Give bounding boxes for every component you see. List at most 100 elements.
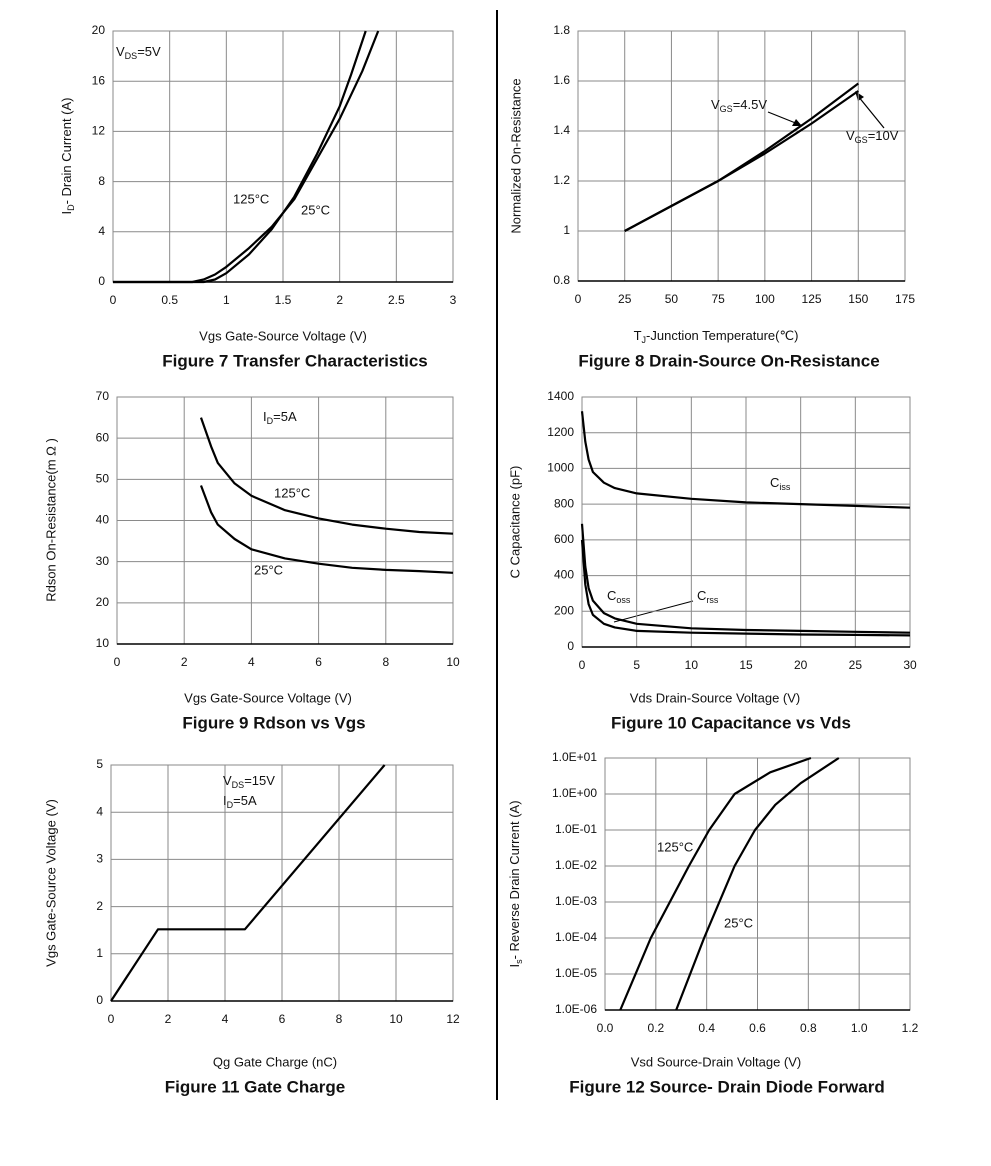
x-tick-label: 0.5 bbox=[161, 293, 178, 307]
y-tick-label: 20 bbox=[92, 23, 106, 37]
chart-title: Figure 7 Transfer Characteristics bbox=[162, 351, 428, 370]
x-axis-label-part: J bbox=[642, 335, 647, 345]
annotation-part: V bbox=[116, 44, 125, 59]
annotation-part: DS bbox=[125, 51, 138, 61]
annotation: VDS=15V bbox=[223, 773, 275, 790]
x-tick-label: 2.5 bbox=[388, 293, 405, 307]
series-label: 125°C bbox=[274, 485, 310, 500]
series-label: 25°C bbox=[724, 915, 753, 930]
y-tick-label: 1.0E-05 bbox=[555, 966, 597, 980]
x-tick-label: 20 bbox=[794, 658, 808, 672]
x-tick-label: 8 bbox=[382, 655, 389, 669]
curve bbox=[624, 90, 859, 232]
series-label: 125°C bbox=[657, 839, 693, 854]
curve bbox=[619, 756, 812, 1011]
x-tick-label: 0 bbox=[114, 655, 121, 669]
x-axis-label: Vds Drain-Source Voltage (V) bbox=[630, 690, 801, 705]
x-axis-label: Vgs Gate-Source Voltage (V) bbox=[184, 690, 352, 705]
series-label-part: GS bbox=[855, 135, 868, 145]
y-tick-label: 1200 bbox=[547, 425, 574, 439]
x-tick-label: 30 bbox=[903, 658, 917, 672]
x-tick-label: 2 bbox=[336, 293, 343, 307]
series-label: VGS=10V bbox=[846, 128, 899, 145]
y-axis-label-part: I bbox=[507, 964, 522, 968]
annotation-part: =5A bbox=[273, 409, 297, 424]
series-label-part: C bbox=[697, 588, 706, 603]
series-label-part: V bbox=[846, 128, 855, 143]
annotation: VDS=5V bbox=[116, 44, 161, 61]
x-axis-label-part: -Junction Temperature(℃) bbox=[646, 328, 798, 343]
pointer bbox=[857, 95, 885, 129]
y-axis-label-part: I bbox=[59, 211, 74, 215]
annotation-part: =5A bbox=[233, 793, 257, 808]
x-tick-label: 1.2 bbox=[902, 1021, 919, 1035]
x-tick-label: 1.0 bbox=[851, 1021, 868, 1035]
series-label-part: iss bbox=[779, 482, 790, 492]
y-axis-label: Rdson On-Resistance(m Ω ) bbox=[43, 438, 58, 602]
y-axis-label: C Capacitance (pF) bbox=[507, 466, 522, 579]
x-axis-label: Qg Gate Charge (nC) bbox=[213, 1054, 337, 1069]
y-tick-label: 1400 bbox=[547, 389, 574, 403]
x-tick-label: 50 bbox=[665, 292, 679, 306]
x-tick-label: 2 bbox=[165, 1012, 172, 1026]
y-tick-label: 1.0E+00 bbox=[552, 786, 597, 800]
y-tick-label: 1000 bbox=[547, 461, 574, 475]
curve bbox=[675, 757, 840, 1011]
x-tick-label: 0.0 bbox=[597, 1021, 614, 1035]
curve bbox=[110, 764, 386, 1002]
x-tick-label: 25 bbox=[618, 292, 632, 306]
series-label: 125°C bbox=[233, 191, 269, 206]
series-label-part: oss bbox=[616, 595, 631, 605]
y-tick-label: 1.0E-06 bbox=[555, 1002, 597, 1016]
y-tick-label: 40 bbox=[96, 513, 110, 527]
y-tick-label: 12 bbox=[92, 124, 106, 138]
x-tick-label: 0.4 bbox=[698, 1021, 715, 1035]
y-tick-label: 4 bbox=[98, 224, 105, 238]
x-axis-label-part: T bbox=[634, 328, 642, 343]
y-tick-label: 1.0E-04 bbox=[555, 930, 597, 944]
x-tick-label: 10 bbox=[389, 1012, 403, 1026]
y-tick-label: 4 bbox=[96, 804, 103, 818]
series-label-part: C bbox=[770, 475, 779, 490]
annotation-part: =5V bbox=[137, 44, 161, 59]
curve bbox=[199, 485, 454, 574]
x-tick-label: 3 bbox=[450, 293, 457, 307]
y-tick-label: 600 bbox=[554, 532, 574, 546]
y-tick-label: 0 bbox=[96, 993, 103, 1007]
y-tick-label: 2 bbox=[96, 899, 103, 913]
chart-title: Figure 8 Drain-Source On-Resistance bbox=[578, 351, 879, 370]
y-tick-label: 0 bbox=[567, 639, 574, 653]
annotation: ID=5A bbox=[223, 793, 257, 810]
y-tick-label: 200 bbox=[554, 603, 574, 617]
y-axis-label: Normalized On-Resistance bbox=[508, 78, 523, 233]
annotation-part: DS bbox=[232, 780, 245, 790]
annotation-part: I bbox=[263, 409, 267, 424]
x-tick-label: 0.6 bbox=[749, 1021, 766, 1035]
y-tick-label: 1.8 bbox=[553, 23, 570, 37]
y-axis-label-part: - Reverse Drain Current (A) bbox=[507, 800, 522, 959]
y-tick-label: 0 bbox=[98, 274, 105, 288]
x-tick-label: 1 bbox=[223, 293, 230, 307]
chart-title: Figure 9 Rdson vs Vgs bbox=[182, 713, 365, 732]
y-tick-label: 30 bbox=[96, 554, 110, 568]
curve bbox=[113, 30, 367, 284]
series-label: 25°C bbox=[254, 562, 283, 577]
arrowhead bbox=[792, 119, 802, 126]
series-label: Ciss bbox=[770, 475, 791, 492]
series-label-part: =4.5V bbox=[733, 97, 768, 112]
x-axis-label: Vgs Gate-Source Voltage (V) bbox=[199, 328, 367, 343]
y-tick-label: 1.0E-02 bbox=[555, 858, 597, 872]
y-tick-label: 3 bbox=[96, 852, 103, 866]
x-tick-label: 10 bbox=[446, 655, 460, 669]
y-tick-label: 1.4 bbox=[553, 123, 570, 137]
y-tick-label: 70 bbox=[96, 389, 110, 403]
y-tick-label: 50 bbox=[96, 472, 110, 486]
x-tick-label: 125 bbox=[802, 292, 822, 306]
x-tick-label: 12 bbox=[446, 1012, 460, 1026]
x-axis-label: Vsd Source-Drain Voltage (V) bbox=[631, 1054, 802, 1069]
series-label-part: C bbox=[607, 588, 616, 603]
x-tick-label: 4 bbox=[248, 655, 255, 669]
series-label-part: V bbox=[711, 97, 720, 112]
x-tick-label: 6 bbox=[315, 655, 322, 669]
x-tick-label: 0 bbox=[110, 293, 117, 307]
